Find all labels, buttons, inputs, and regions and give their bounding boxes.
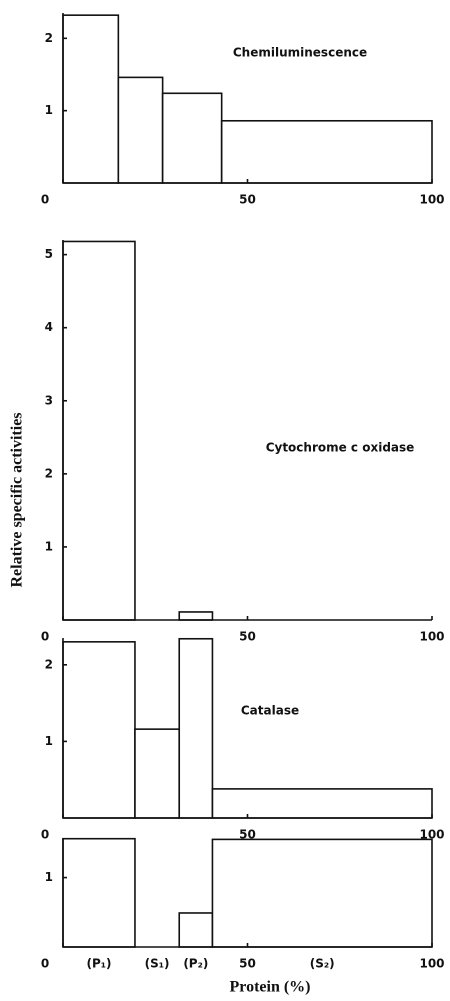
bin-label: (S₂) bbox=[310, 957, 335, 971]
bar bbox=[62, 641, 136, 819]
y-tick-label: 2 bbox=[45, 31, 53, 45]
bar bbox=[117, 76, 164, 184]
panel-title: Catalase bbox=[241, 704, 299, 718]
bar bbox=[178, 912, 214, 948]
y-axis-label: Relative specific activities bbox=[9, 412, 26, 587]
x-axis-label: Protein (%) bbox=[229, 979, 310, 996]
bar bbox=[211, 838, 433, 948]
y-tick-label: 1 bbox=[45, 103, 53, 117]
x-tick-label: 0 bbox=[41, 957, 49, 971]
y-tick-label: 1 bbox=[45, 734, 53, 748]
y-tick-label: 1 bbox=[45, 870, 53, 884]
bar bbox=[134, 728, 181, 819]
x-tick-label: 50 bbox=[239, 957, 256, 971]
y-tick-label: 2 bbox=[45, 466, 53, 480]
y-tick-label: 5 bbox=[45, 247, 53, 261]
x-tick-label: 100 bbox=[419, 193, 444, 207]
bar bbox=[220, 119, 433, 184]
bin-label: (P₂) bbox=[183, 957, 208, 971]
panel-title: Chemiluminescence bbox=[233, 46, 367, 60]
bar bbox=[161, 92, 223, 184]
x-tick-label: 0 bbox=[41, 630, 49, 644]
y-tick-label: 4 bbox=[45, 320, 53, 334]
x-tick-label: 100 bbox=[419, 957, 444, 971]
bar bbox=[62, 837, 136, 948]
x-tick-label: 100 bbox=[419, 630, 444, 644]
x-tick-label: 0 bbox=[41, 193, 49, 207]
bar bbox=[178, 637, 214, 819]
panel-title: Cytochrome c oxidase bbox=[266, 441, 415, 455]
y-tick-label: 2 bbox=[45, 657, 53, 671]
x-tick-label: 0 bbox=[41, 828, 49, 842]
x-tick-label: 50 bbox=[239, 828, 256, 842]
bar bbox=[178, 611, 214, 621]
bar bbox=[211, 788, 433, 819]
x-tick-label: 100 bbox=[419, 828, 444, 842]
bar bbox=[62, 240, 136, 621]
y-tick-label: 1 bbox=[45, 539, 53, 553]
x-tick-label: 50 bbox=[239, 630, 256, 644]
bin-label: (S₁) bbox=[145, 957, 170, 971]
bar bbox=[62, 14, 120, 184]
bin-label: (P₁) bbox=[86, 957, 111, 971]
y-tick-label: 3 bbox=[45, 393, 53, 407]
x-tick-label: 50 bbox=[239, 193, 256, 207]
